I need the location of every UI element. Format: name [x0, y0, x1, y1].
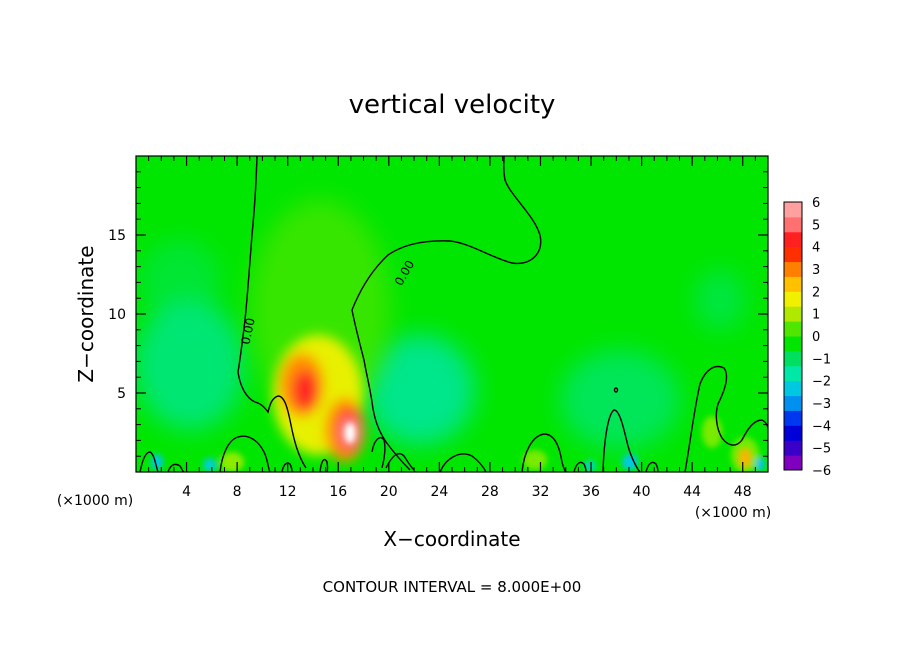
x-unit-left: (×1000 m): [57, 493, 133, 509]
contour-interval-note: CONTOUR INTERVAL = 8.000E+00: [323, 578, 582, 596]
colorbar-swatch: [784, 291, 802, 307]
colorbar-tick-label: −1: [812, 352, 831, 367]
plot-area: 0.00 0.00: [136, 156, 768, 472]
contour-bottom-mid-2: [573, 461, 587, 472]
contour-bottom-left-4: [281, 462, 293, 472]
contour-center-lower: [351, 309, 411, 471]
colorbar-tick-label: −4: [812, 419, 831, 434]
downdraft-region-right: [560, 350, 680, 450]
colorbar-tick-label: 2: [812, 285, 820, 300]
colorbar-tick-label: 0: [812, 330, 820, 345]
y-tick-label: 5: [117, 386, 126, 402]
colorbar-tick-label: 6: [812, 196, 820, 211]
colorbar-swatch: [784, 276, 802, 292]
x-tick-label: 24: [430, 484, 448, 500]
contour-bottom-right-1: [684, 365, 768, 472]
contour-label-left: 0.00: [238, 317, 257, 346]
colorbar-swatch: [784, 216, 802, 233]
colorbar-swatch: [784, 365, 802, 382]
colorbar-swatch: [784, 202, 802, 218]
zero-contours: [139, 156, 768, 472]
updraft-peak-white: [345, 423, 355, 443]
y-axis-label: Z−coordinate: [74, 245, 98, 382]
colorbar-swatch: [784, 306, 802, 322]
downdraft-region-upper-left: [140, 240, 220, 320]
colorbar-swatch: [784, 425, 802, 441]
colorbar-swatch: [784, 336, 802, 352]
x-tick-label: 28: [481, 484, 499, 500]
y-tick-label: 10: [108, 307, 126, 323]
surface-cell-left-cyan-2: [203, 458, 217, 472]
colorbar-swatch: [784, 380, 802, 397]
contour-left-vertical: [237, 156, 307, 469]
x-tick-label: 48: [734, 484, 752, 500]
colorbar-swatch: [784, 410, 802, 426]
chart-title: vertical velocity: [349, 90, 556, 120]
colorbar-tick-label: −3: [812, 397, 831, 412]
colorbar-tick-label: −6: [812, 464, 831, 479]
colorbar: 6 5 4 3 2 1 0 −1 −2 −3 −4 −5 −6: [783, 196, 831, 479]
contour-bottom-left-2: [167, 463, 185, 472]
surface-cell-right-cyan: [755, 457, 765, 471]
x-tick-label: 4: [182, 484, 191, 500]
updraft-peak: [345, 423, 355, 443]
x-tick-label: 12: [279, 484, 297, 500]
colorbar-swatch: [784, 261, 802, 277]
contour-bottom-mid-1: [521, 433, 567, 472]
x-axis-label: X−coordinate: [383, 527, 520, 551]
x-tick-label: 8: [233, 484, 242, 500]
colorbar-swatch: [784, 350, 802, 367]
colorbar-tick-label: 5: [812, 218, 820, 233]
x-axis: 4 8 12 16 20 24 28 32 36 40 44 48: [148, 156, 756, 500]
colorbar-tick-label: −2: [812, 375, 831, 390]
downdraft-region-far-right: [695, 270, 745, 330]
surface-cell-mid-cyan-2: [584, 460, 596, 472]
contour-bottom-mid-3: [602, 409, 641, 472]
colorbar-swatch: [784, 455, 802, 471]
contour-bottom-center-3: [439, 453, 487, 472]
contour-bottom-center-1: [371, 436, 386, 469]
colorbar-swatch: [784, 231, 802, 248]
contour-bottom-left-1: [139, 451, 159, 472]
contour-bottom-left-3: [219, 435, 271, 472]
x-tick-label: 32: [532, 484, 550, 500]
y-tick-label: 15: [108, 228, 126, 244]
contour-small-dot: [613, 387, 619, 393]
downdraft-regions: [136, 240, 745, 450]
downdraft-region-center: [365, 335, 475, 445]
updraft-red-upper: [293, 370, 317, 410]
x-tick-label: 36: [582, 484, 600, 500]
colorbar-swatch: [784, 321, 802, 337]
y-axis: 5 10 15: [108, 171, 768, 457]
x-tick-label: 44: [683, 484, 701, 500]
x-tick-label: 40: [633, 484, 651, 500]
surface-cell-right-yellow: [731, 437, 759, 472]
colorbar-swatch: [784, 440, 802, 456]
colorbar-tick-label: 1: [812, 308, 820, 323]
colorbar-tick-label: −5: [812, 442, 831, 457]
colorbar-frame: [783, 201, 803, 471]
colorbar-swatch: [784, 246, 802, 263]
downdraft-region-left: [136, 300, 245, 430]
contour-upper-arch: [351, 156, 542, 311]
x-tick-label: 20: [380, 484, 398, 500]
colorbar-tick-label: 4: [812, 241, 820, 256]
x-tick-label: 16: [329, 484, 347, 500]
colorbar-tick-label: 3: [812, 263, 820, 278]
surface-cell-mid-cyan: [622, 454, 638, 470]
contour-bottom-left-5: [319, 458, 329, 472]
colorbar-swatch: [784, 395, 802, 411]
surface-cell-left-yellow: [220, 452, 244, 472]
x-unit-right: (×1000 m): [695, 505, 771, 521]
contour-bottom-center-2: [385, 452, 415, 471]
contour-bottom-mid-4: [645, 461, 659, 472]
